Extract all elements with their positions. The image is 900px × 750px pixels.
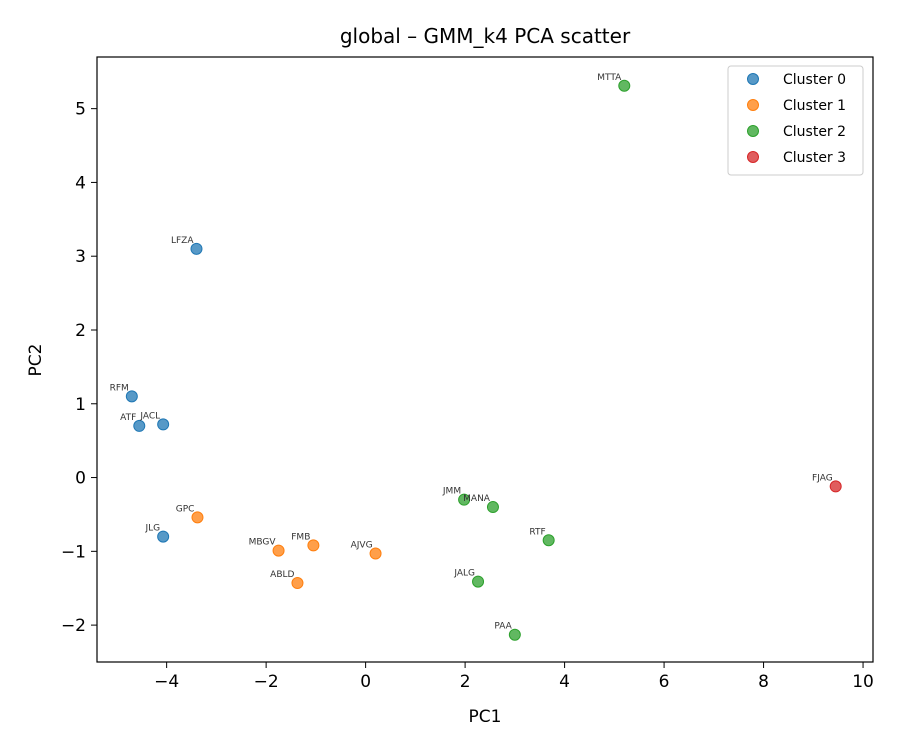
x-tick-label: 4: [559, 672, 570, 692]
point-label: GPC: [176, 504, 195, 514]
point-label: FMB: [291, 532, 310, 542]
y-axis-ticks: −2 −1 0 1 2 3 4 5: [61, 100, 97, 636]
legend-label: Cluster 2: [783, 124, 846, 140]
data-point: [191, 511, 204, 524]
data-point: [157, 418, 170, 431]
point-labels-layer: LFZA RFM ATF JACL JLG GPC MBGV FMB AJVG ABLD MTTA J…: [110, 73, 833, 632]
x-tick-label: −2: [254, 672, 279, 692]
plot-area-frame: [96, 56, 874, 663]
legend-marker: [747, 99, 759, 111]
data-point: [190, 242, 203, 255]
y-tick-label: 1: [75, 395, 86, 415]
x-tick-label: 2: [460, 672, 471, 692]
legend: Cluster 0 Cluster 1 Cluster 2 Cluster 3: [727, 65, 864, 176]
data-point: [125, 390, 138, 403]
legend-marker: [747, 125, 759, 137]
y-tick-label: 2: [75, 321, 86, 341]
point-label: RFM: [110, 383, 129, 393]
legend-box: [727, 65, 864, 176]
point-label: JMM: [442, 487, 461, 497]
y-tick-label: −1: [61, 542, 86, 562]
point-label: JALG: [453, 569, 475, 579]
point-label: FJAG: [812, 473, 833, 483]
y-tick-label: −2: [61, 616, 86, 636]
x-tick-label: 0: [360, 672, 371, 692]
data-point: [157, 530, 170, 543]
point-label: ATF: [120, 413, 136, 423]
x-tick-label: 8: [758, 672, 769, 692]
data-point: [542, 534, 555, 547]
data-point: [458, 493, 471, 506]
y-tick-label: 4: [75, 173, 86, 193]
x-tick-label: 6: [659, 672, 670, 692]
data-point: [369, 547, 382, 560]
data-point: [291, 577, 304, 590]
x-axis-ticks: −4 −2 0 2 4 6 8 10: [154, 662, 874, 692]
point-label: MANA: [463, 494, 491, 504]
point-label: PAA: [494, 622, 512, 632]
legend-marker: [747, 73, 759, 85]
data-point: [272, 544, 285, 557]
points-layer: [125, 79, 842, 641]
data-point: [133, 419, 146, 432]
legend-label: Cluster 3: [783, 150, 846, 166]
point-label: JACL: [139, 411, 160, 421]
legend-marker: [747, 151, 759, 163]
y-tick-label: 5: [75, 100, 86, 120]
point-label: MBGV: [249, 538, 277, 548]
data-point: [307, 539, 320, 552]
y-axis-label: PC2: [26, 344, 46, 377]
point-label: JLG: [145, 524, 161, 534]
point-label: RTF: [529, 527, 545, 537]
point-label: MTTA: [597, 73, 622, 83]
legend-label: Cluster 1: [783, 98, 846, 114]
x-tick-label: −4: [154, 672, 179, 692]
data-point: [829, 480, 842, 493]
y-tick-label: 3: [75, 247, 86, 267]
data-point: [472, 575, 485, 588]
point-label: ABLD: [270, 570, 294, 580]
data-point: [618, 79, 631, 92]
x-tick-label: 10: [852, 672, 874, 692]
chart-title: global – GMM_k4 PCA scatter: [340, 24, 631, 48]
legend-label: Cluster 0: [783, 72, 846, 88]
x-axis-label: PC1: [469, 707, 502, 727]
y-tick-label: 0: [75, 469, 86, 489]
data-point: [486, 501, 499, 514]
point-label: LFZA: [171, 236, 194, 246]
point-label: AJVG: [351, 541, 373, 551]
data-point: [508, 628, 521, 641]
